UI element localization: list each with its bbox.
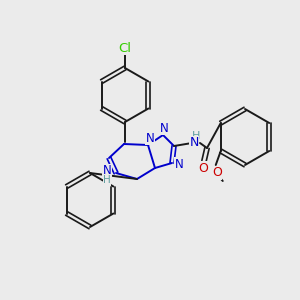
Text: N: N	[103, 164, 111, 178]
Text: N: N	[160, 122, 168, 134]
Text: Cl: Cl	[118, 41, 131, 55]
Text: N: N	[175, 158, 183, 170]
Text: O: O	[198, 161, 208, 175]
Text: H: H	[103, 175, 111, 185]
Text: H: H	[192, 131, 200, 141]
Text: O: O	[212, 167, 222, 179]
Text: N: N	[189, 136, 199, 149]
Text: N: N	[146, 131, 154, 145]
